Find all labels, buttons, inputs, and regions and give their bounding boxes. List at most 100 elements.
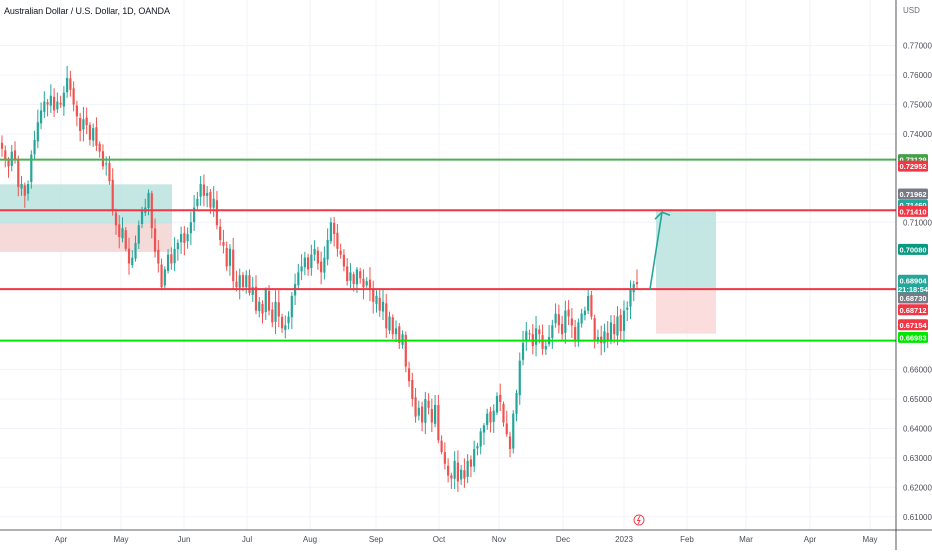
candle-body (593, 318, 596, 341)
candle-body (613, 324, 616, 335)
candle-body (427, 400, 430, 408)
candle-body (153, 228, 157, 252)
candle-body (450, 475, 453, 479)
candle-body (443, 452, 446, 464)
candle-body (258, 301, 261, 312)
candle-body (430, 409, 433, 423)
price-label-text: 0.66983 (899, 333, 926, 342)
candle-body (59, 102, 62, 105)
y-tick-label: 0.61000 (903, 513, 932, 522)
candle-body (202, 184, 205, 196)
candle-body (72, 88, 75, 105)
candle-body (222, 242, 225, 246)
loss-zone (656, 289, 716, 334)
candle-body (587, 295, 590, 311)
price-label-badge (898, 331, 928, 343)
price-label-badge (898, 304, 928, 316)
candle-body (290, 295, 293, 318)
candle-body (463, 470, 466, 479)
price-label-badge (898, 274, 928, 286)
candle-body (574, 327, 577, 341)
candle-body (616, 316, 619, 336)
price-axis: 0.77000 0.76000 0.75000 0.74000 0.71000 0.660… (895, 0, 932, 550)
candle-body (267, 291, 271, 311)
price-label-text: 0.70080 (899, 245, 926, 254)
candle-body (280, 316, 284, 329)
candle-body (69, 78, 72, 90)
candle-body (98, 143, 101, 152)
candle-body (114, 212, 118, 226)
y-tick-label: 0.64000 (903, 424, 932, 433)
candle-body (508, 436, 512, 450)
candle-body (189, 222, 192, 234)
candle-body (13, 150, 17, 161)
candle-body (460, 469, 463, 480)
candle-body (43, 101, 46, 112)
candle-body (206, 192, 209, 196)
candle-body (79, 117, 82, 132)
price-label-text: 0.67154 (899, 321, 927, 330)
candle-body (36, 122, 39, 142)
candle-body (570, 318, 573, 326)
candle-body (420, 406, 424, 423)
candle-body (629, 290, 632, 307)
candle-body (118, 224, 121, 238)
x-tick-label: Mar (739, 535, 753, 544)
x-tick-label: May (862, 535, 877, 544)
x-tick-label: Jun (178, 535, 191, 544)
candle-body (453, 460, 456, 479)
candle-body (173, 248, 176, 264)
y-tick-label: 0.65000 (903, 395, 932, 404)
price-label-badge (898, 188, 928, 200)
candle-body (407, 368, 411, 382)
candle-body (603, 331, 606, 344)
candle-body (193, 207, 196, 223)
candle-body (447, 465, 450, 476)
candle-body (26, 184, 30, 194)
candle-body (300, 266, 303, 272)
candle-body (466, 460, 469, 477)
candle-body (492, 410, 495, 422)
y-tick-label: 0.62000 (903, 483, 932, 492)
candle-body (333, 222, 336, 235)
price-label-badge (898, 160, 928, 172)
candle-body (534, 328, 538, 345)
candle-body (33, 139, 36, 155)
candle-body (225, 247, 228, 267)
candle-body (554, 313, 557, 324)
candle-body (180, 234, 183, 243)
event-lightning-icon-glyph (636, 515, 641, 525)
price-label-text: 0.71460 (899, 201, 926, 210)
candle-body (346, 266, 349, 282)
candle-body (186, 234, 189, 242)
candle-body (619, 314, 622, 332)
candle-body (434, 404, 437, 424)
candle-body (88, 124, 92, 140)
candle-body (284, 325, 287, 330)
candle-body (235, 281, 238, 288)
candle-body (606, 332, 609, 341)
candle-body (108, 163, 111, 182)
candle-body (85, 117, 88, 126)
candle-body (352, 274, 355, 285)
candle-body (131, 257, 134, 266)
x-tick-label: Jul (242, 535, 252, 544)
candle-body (505, 423, 508, 435)
candle-body (313, 248, 316, 255)
currency-label: USD (903, 6, 920, 15)
x-tick-label: 2023 (615, 535, 633, 544)
candle-body (590, 295, 593, 317)
candle-body (538, 329, 541, 335)
y-tick-label: 0.75000 (903, 101, 932, 110)
candle-body (176, 242, 179, 250)
candle-body (486, 413, 489, 425)
candle-body (557, 314, 560, 326)
price-label-text: 0.71962 (899, 190, 926, 199)
candle-body (124, 230, 127, 249)
candle-body (404, 334, 407, 367)
candle-body (525, 331, 528, 342)
candle-body (329, 222, 332, 242)
